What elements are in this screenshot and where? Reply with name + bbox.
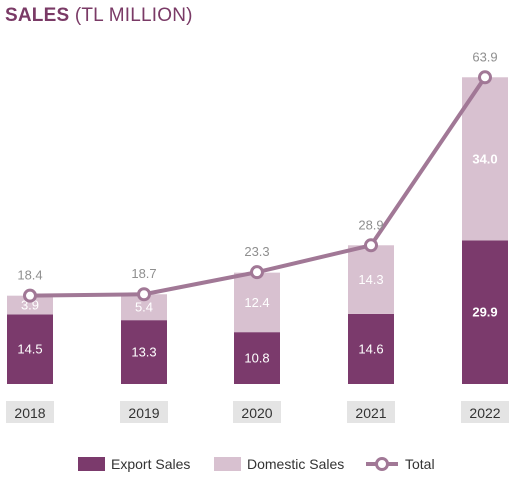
total-label-2021: 28.9 <box>358 217 383 232</box>
tick-label-2018: 2018 <box>14 405 45 421</box>
tick-box-2018 <box>6 401 54 423</box>
legend-swatch-export <box>78 457 105 471</box>
legend-label-export: Export Sales <box>111 456 190 472</box>
data-label-export-2018: 14.5 <box>17 342 42 357</box>
data-label-export-2022: 29.9 <box>472 305 497 320</box>
bar-domestic-2020 <box>234 272 280 333</box>
total-point-2018 <box>23 288 37 303</box>
tick-label-2021: 2021 <box>355 405 386 421</box>
tick-box-2021 <box>347 401 395 423</box>
bar-export-2021 <box>348 313 394 384</box>
tick-box-2020 <box>233 401 281 423</box>
data-label-domestic-2020: 12.4 <box>244 295 269 310</box>
bar-export-2018 <box>7 314 53 384</box>
legend-label-domestic: Domestic Sales <box>247 456 344 472</box>
data-label-domestic-2021: 14.3 <box>358 272 383 287</box>
chart-title-main: SALES <box>5 5 70 26</box>
data-label-export-2019: 13.3 <box>131 345 156 360</box>
bar-export-2019 <box>121 320 167 384</box>
total-point-2019 <box>137 287 151 302</box>
tick-label-2022: 2022 <box>469 405 500 421</box>
data-label-domestic-2019: 5.4 <box>135 300 153 315</box>
bar-export-2022 <box>462 240 508 384</box>
legend-label-total: Total <box>405 456 435 472</box>
legend-swatch-domestic <box>214 457 241 471</box>
bar-domestic-2018 <box>7 295 53 315</box>
data-label-export-2021: 14.6 <box>358 341 383 356</box>
data-label-domestic-2022: 34.0 <box>472 151 497 166</box>
bar-domestic-2022 <box>462 77 508 241</box>
total-point-2022 <box>478 70 492 85</box>
total-line <box>29 76 487 298</box>
tick-label-2019: 2019 <box>128 405 159 421</box>
chart-subtitle: (TL MILLION) <box>74 5 193 26</box>
total-label-2018: 18.4 <box>17 268 42 283</box>
legend-swatch-total-marker <box>375 457 389 471</box>
total-point-2021 <box>364 238 378 253</box>
bar-domestic-2021 <box>348 245 394 314</box>
total-point-2020 <box>250 265 264 280</box>
total-label-2019: 18.7 <box>131 266 156 281</box>
data-label-export-2020: 10.8 <box>244 351 269 366</box>
tick-label-2020: 2020 <box>241 405 272 421</box>
tick-box-2022 <box>461 401 509 423</box>
total-label-2022: 63.9 <box>472 49 497 64</box>
bar-export-2020 <box>234 332 280 384</box>
data-label-domestic-2018: 3.9 <box>21 298 39 313</box>
total-label-2020: 23.3 <box>244 244 269 259</box>
chart-title: SALES (TL MILLION) <box>5 5 193 27</box>
tick-box-2019 <box>120 401 168 423</box>
